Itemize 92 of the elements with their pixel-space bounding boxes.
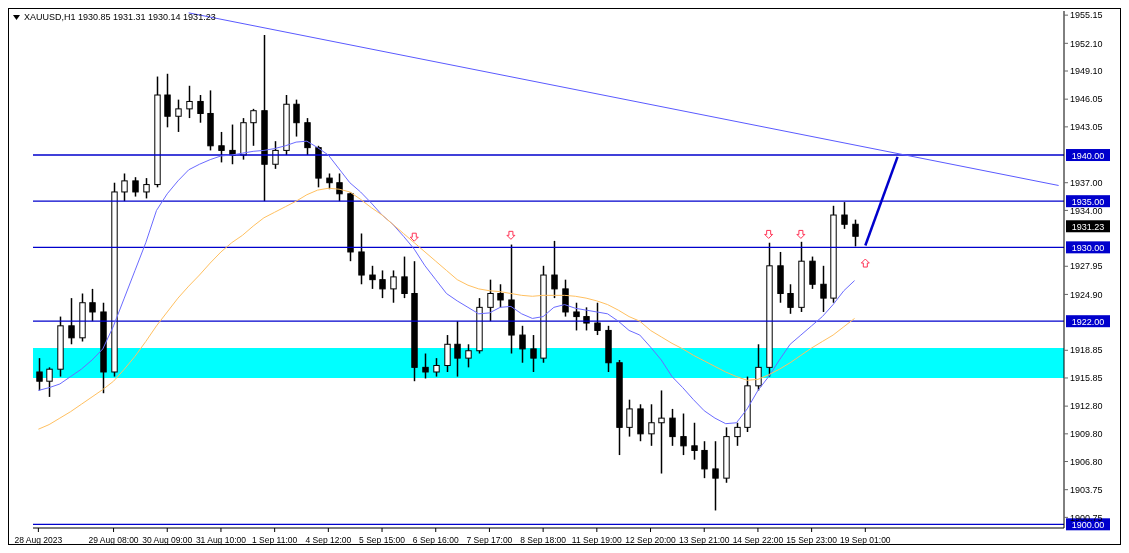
- candlestick: [701, 440, 708, 479]
- y-tick-label: 1924.90: [1070, 289, 1103, 300]
- candlestick: [562, 278, 569, 318]
- candlestick: [132, 176, 139, 198]
- candlestick: [89, 288, 96, 322]
- x-tick-label: 14 Sep 22:00: [732, 535, 784, 545]
- candlestick: [197, 94, 204, 124]
- point: [764, 229, 774, 239]
- y-tick-label: 1909.80: [1070, 429, 1103, 440]
- x-tick-label: 28 Aug 2023: [14, 535, 63, 545]
- text: 1931.23: [1071, 221, 1105, 232]
- candlestick: [658, 389, 665, 475]
- x-tick-label: 15 Sep 23:00: [786, 535, 838, 545]
- candlestick: [422, 352, 429, 380]
- candlestick: [594, 301, 601, 336]
- candlestick: [841, 201, 848, 230]
- candlestick: [164, 73, 171, 129]
- candlestick: [401, 255, 408, 299]
- x-tick-label: 4 Sep 12:00: [305, 535, 352, 545]
- line-series: [37, 140, 856, 425]
- x-tick-label: 7 Sep 17:00: [466, 535, 513, 545]
- x-tick-label: 29 Aug 08:00: [88, 535, 139, 545]
- candlestick: [487, 278, 494, 322]
- candlestick: [852, 218, 859, 248]
- candlestick: [712, 440, 719, 512]
- candlestick: [218, 131, 225, 164]
- candlestick: [454, 320, 461, 378]
- candlestick: [143, 177, 150, 200]
- ref-line-label: 1922.00: [1071, 316, 1105, 327]
- y-tick-label: 1927.95: [1070, 261, 1103, 272]
- candlestick: [293, 98, 300, 138]
- point: [860, 258, 870, 268]
- candlestick: [46, 366, 53, 398]
- x-tick-label: 1 Sep 11:00: [252, 535, 298, 545]
- candlestick: [820, 265, 827, 313]
- x-tick-label: 5 Sep 15:00: [359, 535, 406, 545]
- y-tick-label: 1903.75: [1070, 484, 1103, 495]
- candlestick: [680, 412, 687, 456]
- candlestick: [358, 232, 365, 286]
- ref-line-label: 1930.00: [1071, 242, 1105, 253]
- y-tick-label: 1937.00: [1070, 177, 1103, 188]
- point: [506, 230, 516, 240]
- candlestick: [809, 255, 816, 290]
- chart-title: XAUUSD,H1 1930.85 1931.31 1930.14 1931.23: [24, 12, 216, 22]
- candlestick: [272, 140, 279, 170]
- candlestick: [175, 98, 182, 133]
- candlestick: [121, 172, 128, 202]
- candlestick: [444, 334, 451, 373]
- x-tick-label: 8 Sep 18:00: [520, 535, 567, 545]
- candlestick: [36, 357, 43, 392]
- x-tick-label: 30 Aug 09:00: [142, 535, 193, 545]
- y-tick-label: 1934.00: [1070, 205, 1103, 216]
- candlestick: [573, 301, 580, 332]
- ref-line-label: 1935.00: [1071, 196, 1105, 207]
- x-tick-label: 12 Sep 20:00: [625, 535, 677, 545]
- candlestick: [465, 343, 472, 369]
- candlestick: [626, 398, 633, 438]
- x-tick-label: 31 Aug 10:00: [195, 535, 247, 545]
- candlestick: [669, 408, 676, 447]
- candlestick: [390, 269, 397, 304]
- candlestick: [250, 108, 257, 147]
- candlestick: [691, 422, 698, 461]
- candlestick: [755, 343, 762, 392]
- candlestick: [734, 422, 741, 447]
- x-tick-label: 19 Sep 01:00: [840, 535, 891, 545]
- y-tick-label: 1952.10: [1070, 38, 1103, 49]
- y-tick-label: 1912.80: [1070, 401, 1103, 412]
- candlestick: [186, 85, 193, 119]
- y-tick-label: 1918.85: [1070, 345, 1103, 356]
- candlestick: [379, 269, 386, 299]
- y-tick-label: 1915.85: [1070, 373, 1103, 384]
- candlestick: [551, 240, 558, 299]
- ref-line-label: 1940.00: [1071, 150, 1105, 161]
- x-tick-label: 11 Sep 19:00: [571, 535, 623, 545]
- y-tick-label: 1946.05: [1070, 94, 1103, 105]
- y-tick-label: 1949.10: [1070, 66, 1103, 77]
- candlestick: [787, 283, 794, 315]
- candlestick: [648, 403, 655, 447]
- candlestick: [68, 297, 75, 346]
- candlestick: [497, 283, 504, 309]
- point: [409, 232, 419, 242]
- candlestick: [369, 265, 376, 290]
- x-tick-label: 13 Sep 21:00: [678, 535, 730, 545]
- y-tick-label: 1955.15: [1070, 10, 1103, 21]
- candlestick: [530, 334, 537, 373]
- candlestick: [336, 172, 343, 202]
- y-tick-label: 1906.80: [1070, 456, 1103, 467]
- candlestick: [519, 325, 526, 364]
- point: [796, 229, 806, 239]
- x-tick-label: 6 Sep 16:00: [412, 535, 459, 545]
- y-tick-label: 1943.05: [1070, 122, 1103, 133]
- candlestick: [433, 357, 440, 378]
